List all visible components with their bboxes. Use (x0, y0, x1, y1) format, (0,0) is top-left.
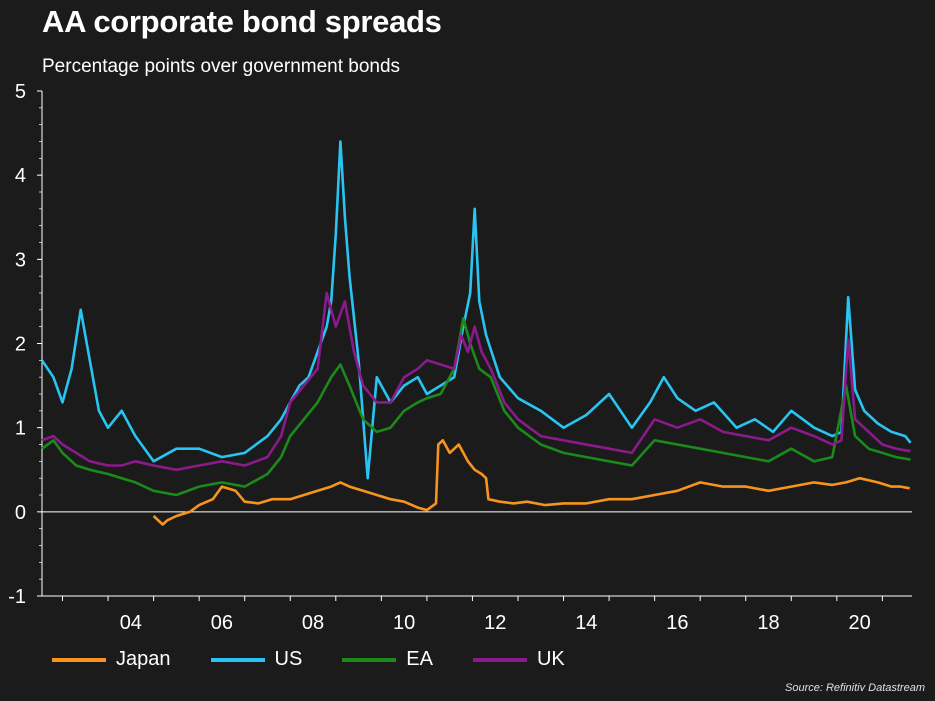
chart-title: AA corporate bond spreads (42, 4, 442, 39)
legend-label-japan: Japan (116, 648, 171, 670)
x-tick-label: 04 (120, 612, 142, 634)
y-tick-label: 1 (15, 418, 26, 440)
legend-item-ea: EA (342, 648, 433, 671)
x-tick-label: 14 (575, 612, 597, 634)
source-note: Source: Refinitiv Datastream (785, 682, 925, 694)
legend-swatch-japan (52, 657, 106, 662)
legend-item-us: US (210, 648, 303, 671)
series-line-us (40, 140, 912, 480)
legend-swatch-us (210, 657, 265, 662)
series-line-japan (152, 438, 910, 526)
legend-swatch-ea (342, 657, 397, 662)
legend-label-ea: EA (406, 648, 433, 670)
y-tick-label: -1 (8, 586, 26, 608)
x-tick-label: 08 (302, 612, 324, 634)
legend: Japan US EA UK (52, 648, 605, 671)
legend-label-uk: UK (536, 648, 565, 670)
legend-label-us: US (274, 648, 303, 670)
series-line-uk (41, 291, 911, 472)
x-tick-label: 06 (211, 612, 233, 634)
y-tick-label: 4 (15, 165, 26, 187)
x-tick-label: 12 (484, 612, 506, 634)
legend-item-japan: Japan (52, 648, 171, 671)
x-tick-label: 10 (393, 612, 415, 634)
y-tick-label: 2 (15, 334, 26, 356)
y-tick-label: 5 (15, 81, 26, 103)
legend-swatch-uk (472, 657, 527, 662)
chart-subtitle: Percentage points over government bonds (42, 56, 401, 77)
x-tick-label: 16 (666, 612, 688, 634)
y-tick-label: 0 (15, 502, 26, 524)
x-tick-label: 20 (848, 612, 870, 634)
legend-item-uk: UK (472, 648, 565, 671)
y-tick-label: 3 (15, 249, 26, 271)
series-line-ea (41, 316, 911, 497)
x-tick-label: 18 (757, 612, 779, 634)
